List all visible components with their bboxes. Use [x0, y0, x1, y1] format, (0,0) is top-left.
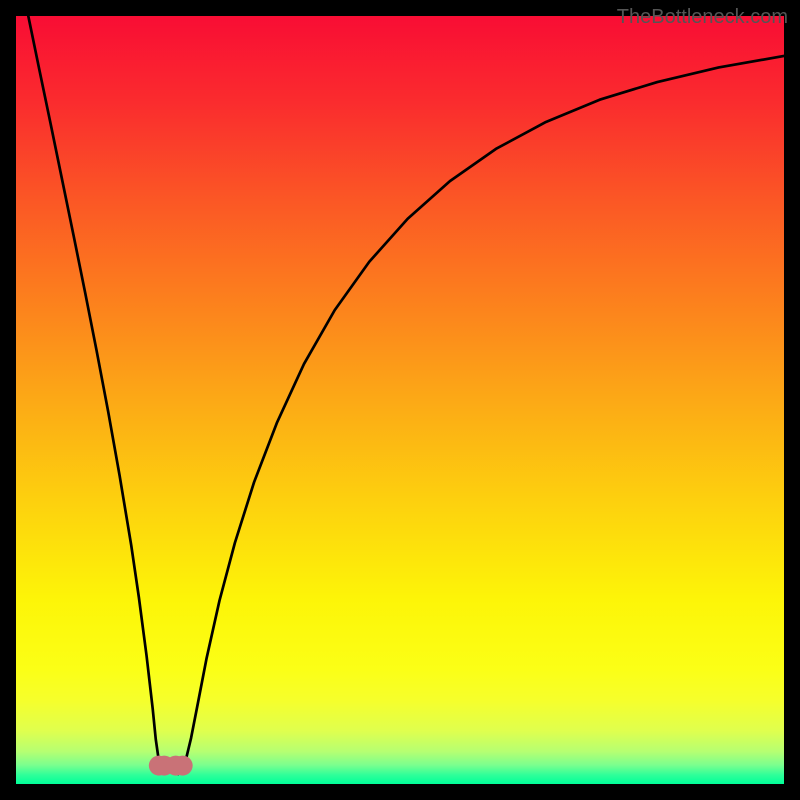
- plot-background: [16, 16, 784, 784]
- chart-container: TheBottleneck.com: [0, 0, 800, 800]
- attribution-text: TheBottleneck.com: [617, 6, 788, 29]
- sweet-spot-marker: [173, 756, 193, 776]
- bottleneck-chart: [0, 0, 800, 800]
